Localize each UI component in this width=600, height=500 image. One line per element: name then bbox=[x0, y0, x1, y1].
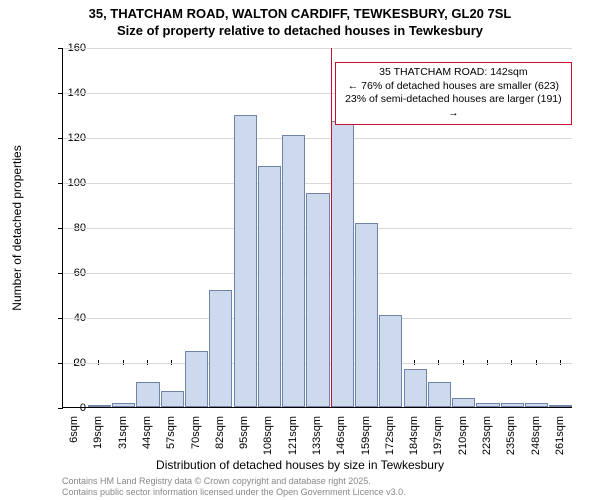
xtick-label: 19sqm bbox=[92, 416, 104, 449]
bar bbox=[136, 382, 159, 407]
bar bbox=[306, 193, 329, 407]
gridline bbox=[63, 183, 572, 184]
bar bbox=[282, 135, 305, 407]
xtick-label: 121sqm bbox=[287, 416, 299, 455]
attribution-line-2: Contains public sector information licen… bbox=[62, 487, 406, 498]
callout-line-2: ← 76% of detached houses are smaller (62… bbox=[342, 80, 565, 94]
callout-line-3: 23% of semi-detached houses are larger (… bbox=[342, 93, 565, 120]
xtick-label: 159sqm bbox=[360, 416, 372, 455]
xtick-label: 172sqm bbox=[384, 416, 396, 455]
gridline bbox=[63, 138, 572, 139]
bar bbox=[258, 166, 281, 407]
xtick-label: 210sqm bbox=[457, 416, 469, 455]
xtick-label: 223sqm bbox=[481, 416, 493, 455]
attribution-line-1: Contains HM Land Registry data © Crown c… bbox=[62, 476, 406, 487]
callout-line-1: 35 THATCHAM ROAD: 142sqm bbox=[342, 66, 565, 80]
xtick-label: 133sqm bbox=[311, 416, 323, 455]
chart-title: 35, THATCHAM ROAD, WALTON CARDIFF, TEWKE… bbox=[0, 0, 600, 40]
bar bbox=[428, 382, 451, 407]
gridline bbox=[63, 48, 572, 49]
xtick-label: 31sqm bbox=[117, 416, 129, 449]
bar bbox=[234, 115, 257, 408]
bar bbox=[525, 403, 548, 408]
bar bbox=[476, 403, 499, 408]
plot-region: 35 THATCHAM ROAD: 142sqm← 76% of detache… bbox=[62, 48, 572, 408]
bar bbox=[355, 223, 378, 408]
xtick-label: 184sqm bbox=[408, 416, 420, 455]
xtick-label: 70sqm bbox=[190, 416, 202, 449]
bar bbox=[452, 398, 475, 407]
attribution: Contains HM Land Registry data © Crown c… bbox=[62, 476, 406, 499]
xtick-label: 197sqm bbox=[432, 416, 444, 455]
bar bbox=[331, 121, 354, 407]
xtick-label: 261sqm bbox=[554, 416, 566, 455]
xtick-label: 108sqm bbox=[262, 416, 274, 455]
xtick-label: 235sqm bbox=[505, 416, 517, 455]
marker-line bbox=[331, 48, 333, 407]
chart-area: 35 THATCHAM ROAD: 142sqm← 76% of detache… bbox=[62, 48, 572, 408]
x-axis-label: Distribution of detached houses by size … bbox=[0, 458, 600, 472]
ytick-label: 0 bbox=[46, 402, 86, 414]
bar bbox=[88, 405, 111, 407]
title-line-2: Size of property relative to detached ho… bbox=[0, 23, 600, 40]
bar bbox=[379, 315, 402, 407]
xtick-label: 248sqm bbox=[530, 416, 542, 455]
bar bbox=[112, 403, 135, 408]
bar bbox=[185, 351, 208, 407]
callout-box: 35 THATCHAM ROAD: 142sqm← 76% of detache… bbox=[335, 62, 572, 125]
xtick-label: 44sqm bbox=[141, 416, 153, 449]
y-axis-label: Number of detached properties bbox=[10, 145, 24, 310]
bar bbox=[501, 403, 524, 408]
xtick-label: 82sqm bbox=[214, 416, 226, 449]
xtick-label: 57sqm bbox=[165, 416, 177, 449]
bar bbox=[209, 290, 232, 407]
bar bbox=[161, 391, 184, 407]
bar bbox=[404, 369, 427, 407]
title-line-1: 35, THATCHAM ROAD, WALTON CARDIFF, TEWKE… bbox=[0, 6, 600, 23]
xtick-label: 95sqm bbox=[238, 416, 250, 449]
bar bbox=[549, 405, 572, 407]
xtick-label: 6sqm bbox=[68, 416, 80, 443]
xtick-label: 146sqm bbox=[335, 416, 347, 455]
